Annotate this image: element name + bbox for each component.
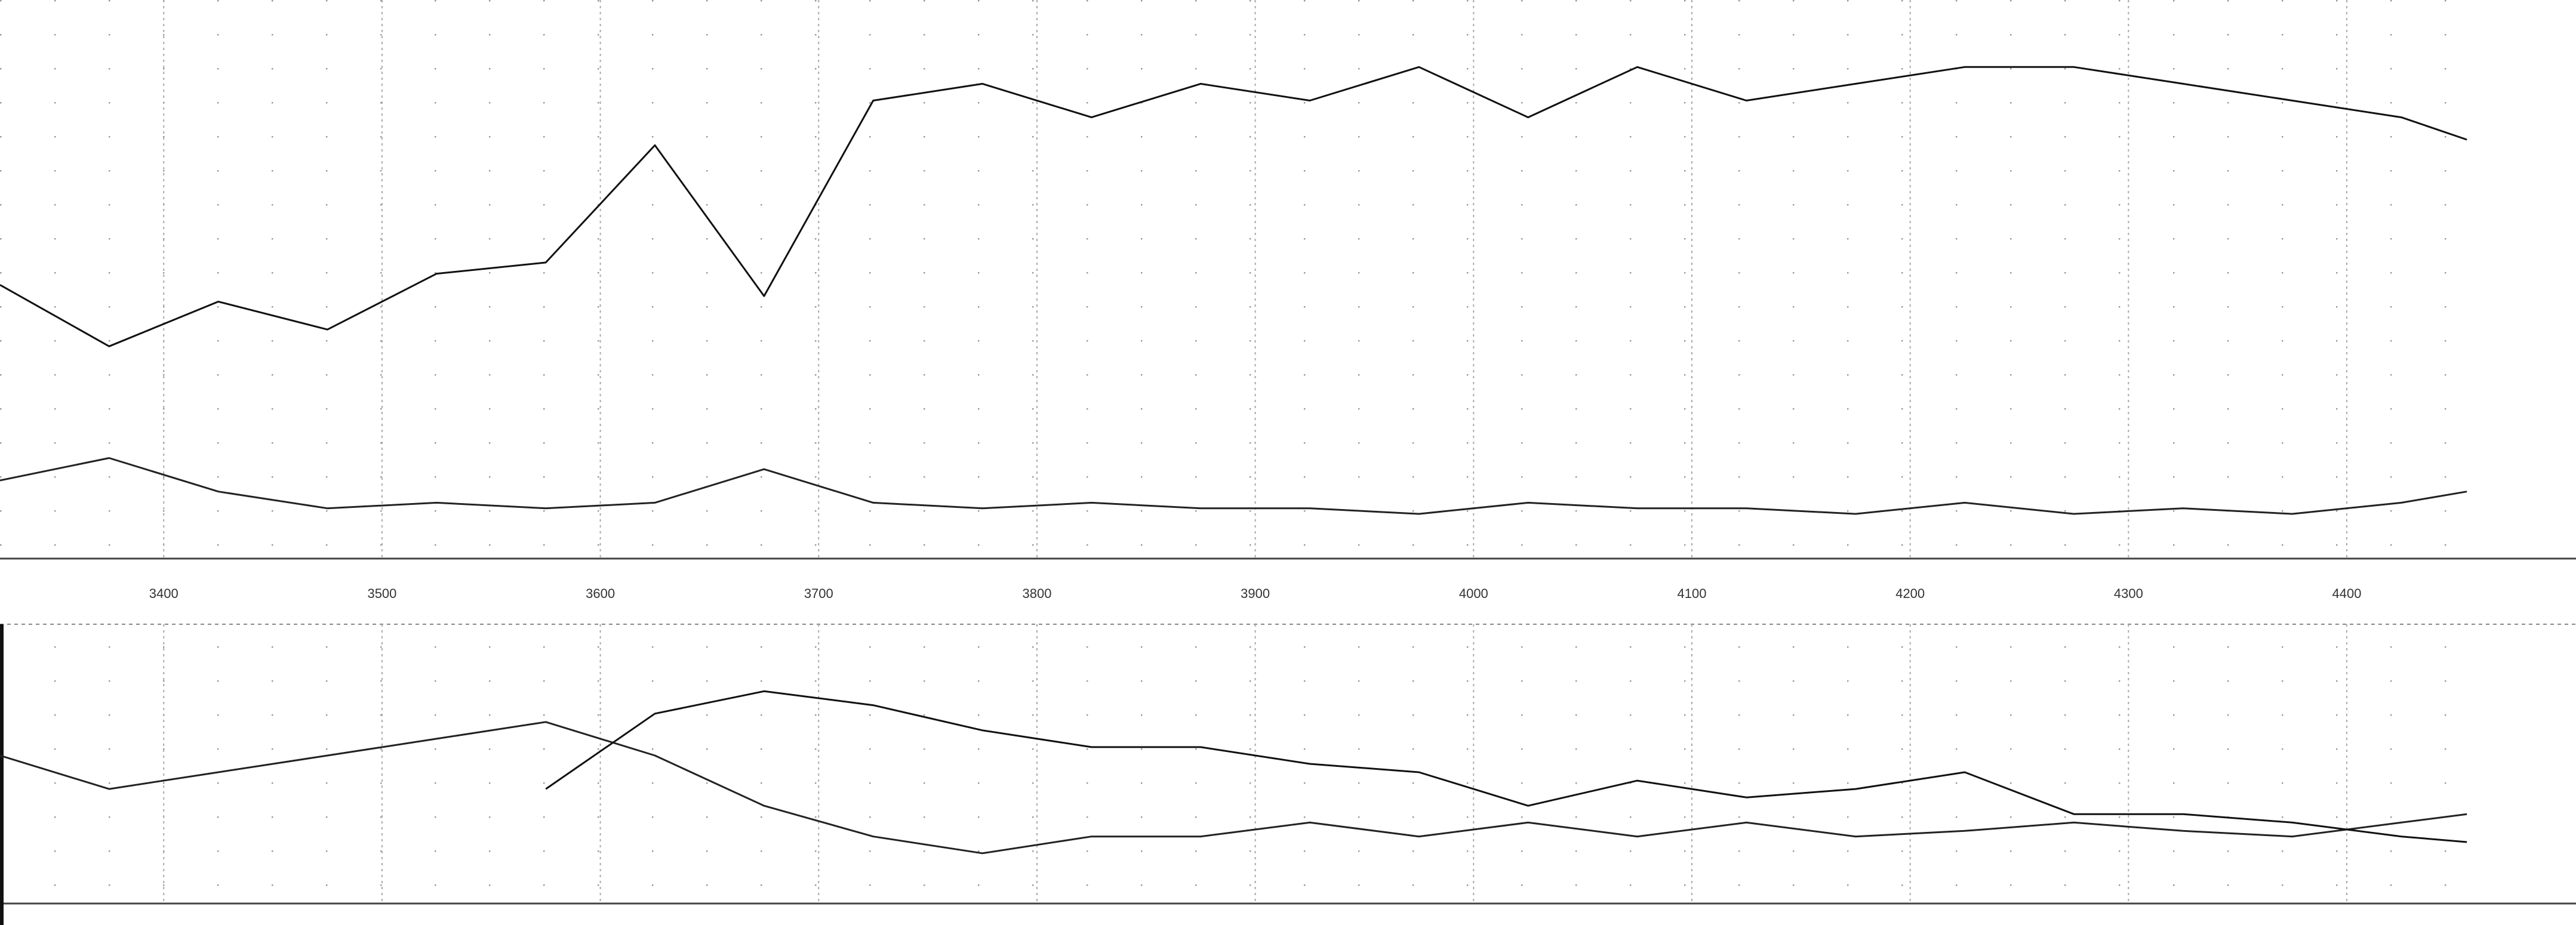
x-tick-label: 3600 — [586, 586, 615, 601]
x-tick-label: 4000 — [1459, 586, 1488, 601]
dot-grid — [0, 0, 2483, 559]
x-tick-label: 3900 — [1241, 586, 1270, 601]
x-tick-label: 3500 — [367, 586, 396, 601]
trace — [0, 66, 2467, 347]
trace — [0, 457, 2467, 515]
trace — [0, 721, 2467, 855]
trace — [545, 690, 2467, 843]
x-tick-label: 3400 — [149, 586, 178, 601]
x-tick-label: 4100 — [1678, 586, 1707, 601]
x-tick-label: 3800 — [1022, 586, 1051, 601]
dot-grid — [0, 624, 2483, 904]
x-tick-label: 4300 — [2114, 586, 2143, 601]
x-tick-label: 4200 — [1895, 586, 1925, 601]
x-tick-label: 4400 — [2332, 586, 2362, 601]
x-tick-label: 3700 — [804, 586, 833, 601]
